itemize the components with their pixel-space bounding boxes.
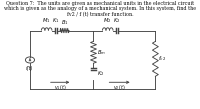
Text: $v_2(t)$: $v_2(t)$	[113, 83, 126, 92]
Text: $B_m$: $B_m$	[97, 48, 106, 57]
Text: Question 7:  The units are given as mechanical units in the electrical circuit
w: Question 7: The units are given as mecha…	[4, 1, 196, 17]
Text: $v_1(t)$: $v_1(t)$	[54, 83, 66, 92]
Text: $M_2$: $M_2$	[103, 16, 112, 25]
Text: $K_2$: $K_2$	[97, 69, 104, 78]
Text: $K_2$: $K_2$	[113, 16, 121, 25]
Text: $B_1$: $B_1$	[61, 18, 68, 27]
Text: $K_1$: $K_1$	[52, 16, 60, 25]
Text: $M_1$: $M_1$	[42, 16, 51, 25]
Text: $f_{v2}$: $f_{v2}$	[158, 54, 166, 63]
Text: f(t): f(t)	[25, 66, 33, 71]
